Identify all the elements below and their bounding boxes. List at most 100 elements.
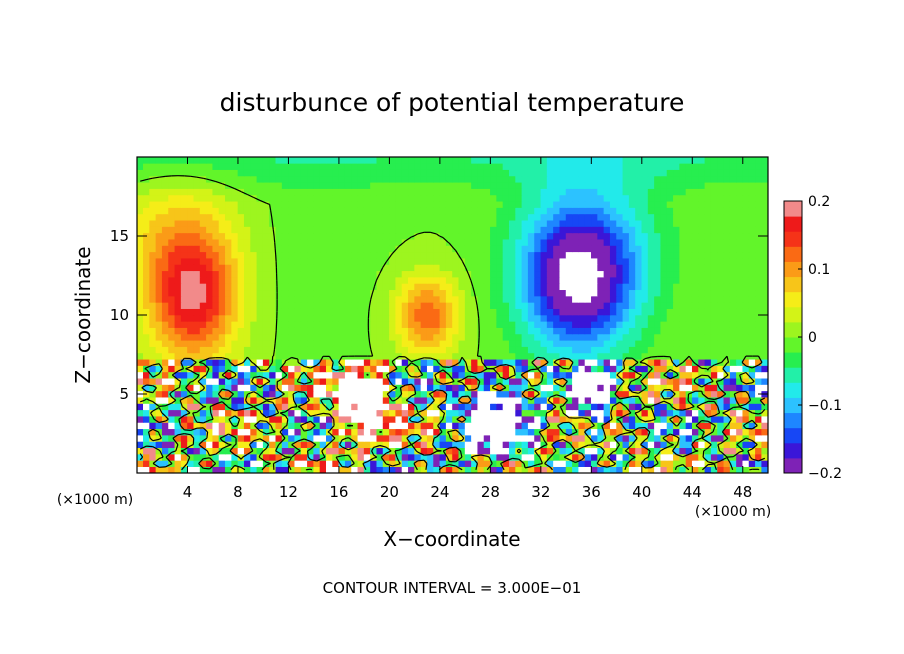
heatmap-cell — [452, 346, 460, 354]
heatmap-cell — [559, 251, 567, 259]
heatmap-cell — [319, 207, 327, 215]
heatmap-cell — [212, 270, 220, 278]
heatmap-cell — [187, 188, 195, 196]
heatmap-cell — [483, 327, 491, 335]
heatmap-cell — [174, 188, 182, 196]
heatmap-cell — [603, 226, 611, 234]
heatmap-cell — [647, 257, 655, 265]
heatmap-cell — [496, 302, 504, 309]
heatmap-cell — [458, 213, 466, 221]
heatmap-cell — [225, 257, 232, 265]
heatmap-cell — [685, 466, 693, 473]
heatmap-cell — [471, 333, 479, 341]
heatmap-cell — [496, 295, 504, 303]
heatmap-cell — [363, 181, 371, 189]
heatmap-cell — [231, 422, 239, 430]
heatmap-cell — [439, 283, 447, 291]
heatmap-cell — [471, 238, 479, 246]
heatmap-cell — [654, 428, 662, 436]
heatmap-cell — [382, 295, 390, 303]
heatmap-cell — [546, 157, 554, 164]
heatmap-cell — [408, 339, 415, 347]
heatmap-cell — [635, 365, 643, 373]
heatmap-cell — [647, 175, 655, 183]
heatmap-cell — [401, 339, 409, 347]
heatmap-cell — [761, 238, 768, 246]
heatmap-cell — [471, 409, 479, 417]
heatmap-cell — [256, 428, 264, 436]
heatmap-cell — [654, 219, 662, 227]
heatmap-cell — [212, 377, 220, 385]
heatmap-cell — [300, 371, 308, 379]
heatmap-cell — [647, 264, 655, 272]
heatmap-cell — [281, 403, 289, 411]
heatmap-cell — [294, 460, 302, 467]
heatmap-cell — [515, 409, 523, 417]
heatmap-cell — [736, 181, 744, 189]
heatmap-cell — [275, 169, 283, 177]
heatmap-cell — [288, 308, 296, 316]
heatmap-cell — [679, 257, 687, 265]
heatmap-cell — [401, 188, 409, 196]
heatmap-cell — [168, 251, 176, 259]
heatmap-cell — [755, 314, 762, 322]
heatmap-cell — [483, 409, 491, 417]
heatmap-cell — [641, 453, 649, 461]
heatmap-cell — [344, 207, 352, 215]
heatmap-cell — [168, 207, 176, 215]
heatmap-cell — [313, 283, 321, 291]
heatmap-cell — [673, 226, 680, 234]
heatmap-cell — [723, 314, 731, 322]
heatmap-cell — [502, 257, 510, 265]
heatmap-cell — [408, 232, 415, 240]
heatmap-cell — [243, 365, 251, 373]
heatmap-cell — [736, 157, 744, 164]
heatmap-cell — [143, 434, 150, 442]
heatmap-cell — [761, 434, 768, 442]
heatmap-cell — [344, 384, 352, 392]
heatmap-cell — [193, 270, 201, 278]
heatmap-cell — [458, 226, 466, 234]
heatmap-cell — [294, 200, 302, 208]
heatmap-cell — [685, 396, 693, 404]
heatmap-cell — [187, 289, 195, 297]
heatmap-cell — [755, 219, 762, 227]
heatmap-cell — [748, 460, 756, 467]
heatmap-cell — [225, 181, 232, 189]
heatmap-cell — [370, 441, 378, 449]
heatmap-cell — [452, 213, 460, 221]
heatmap-cell — [622, 163, 630, 170]
heatmap-cell — [262, 219, 270, 227]
heatmap-cell — [199, 302, 207, 309]
heatmap-cell — [477, 163, 485, 170]
heatmap-cell — [319, 226, 327, 234]
heatmap-cell — [483, 194, 491, 202]
heatmap-cell — [742, 245, 750, 253]
heatmap-cell — [553, 339, 561, 347]
heatmap-cell — [559, 358, 567, 366]
heatmap-cell — [338, 264, 346, 272]
heatmap-cell — [363, 289, 371, 297]
heatmap-cell — [408, 428, 415, 436]
heatmap-cell — [616, 194, 624, 202]
heatmap-cell — [137, 403, 144, 411]
heatmap-cell — [218, 302, 226, 309]
heatmap-cell — [464, 283, 472, 291]
heatmap-cell — [439, 428, 447, 436]
heatmap-cell — [414, 264, 422, 272]
heatmap-cell — [426, 169, 434, 177]
heatmap-cell — [161, 188, 169, 196]
heatmap-cell — [647, 200, 655, 208]
heatmap-cell — [332, 175, 340, 183]
heatmap-cell — [761, 377, 768, 385]
heatmap-cell — [641, 390, 649, 398]
heatmap-cell — [376, 365, 384, 373]
heatmap-cell — [496, 358, 504, 366]
heatmap-cell — [521, 175, 529, 183]
heatmap-cell — [647, 213, 655, 221]
heatmap-cell — [426, 213, 434, 221]
heatmap-cell — [161, 415, 169, 423]
heatmap-cell — [389, 409, 397, 417]
heatmap-cell — [237, 422, 245, 430]
heatmap-cell — [458, 169, 466, 177]
